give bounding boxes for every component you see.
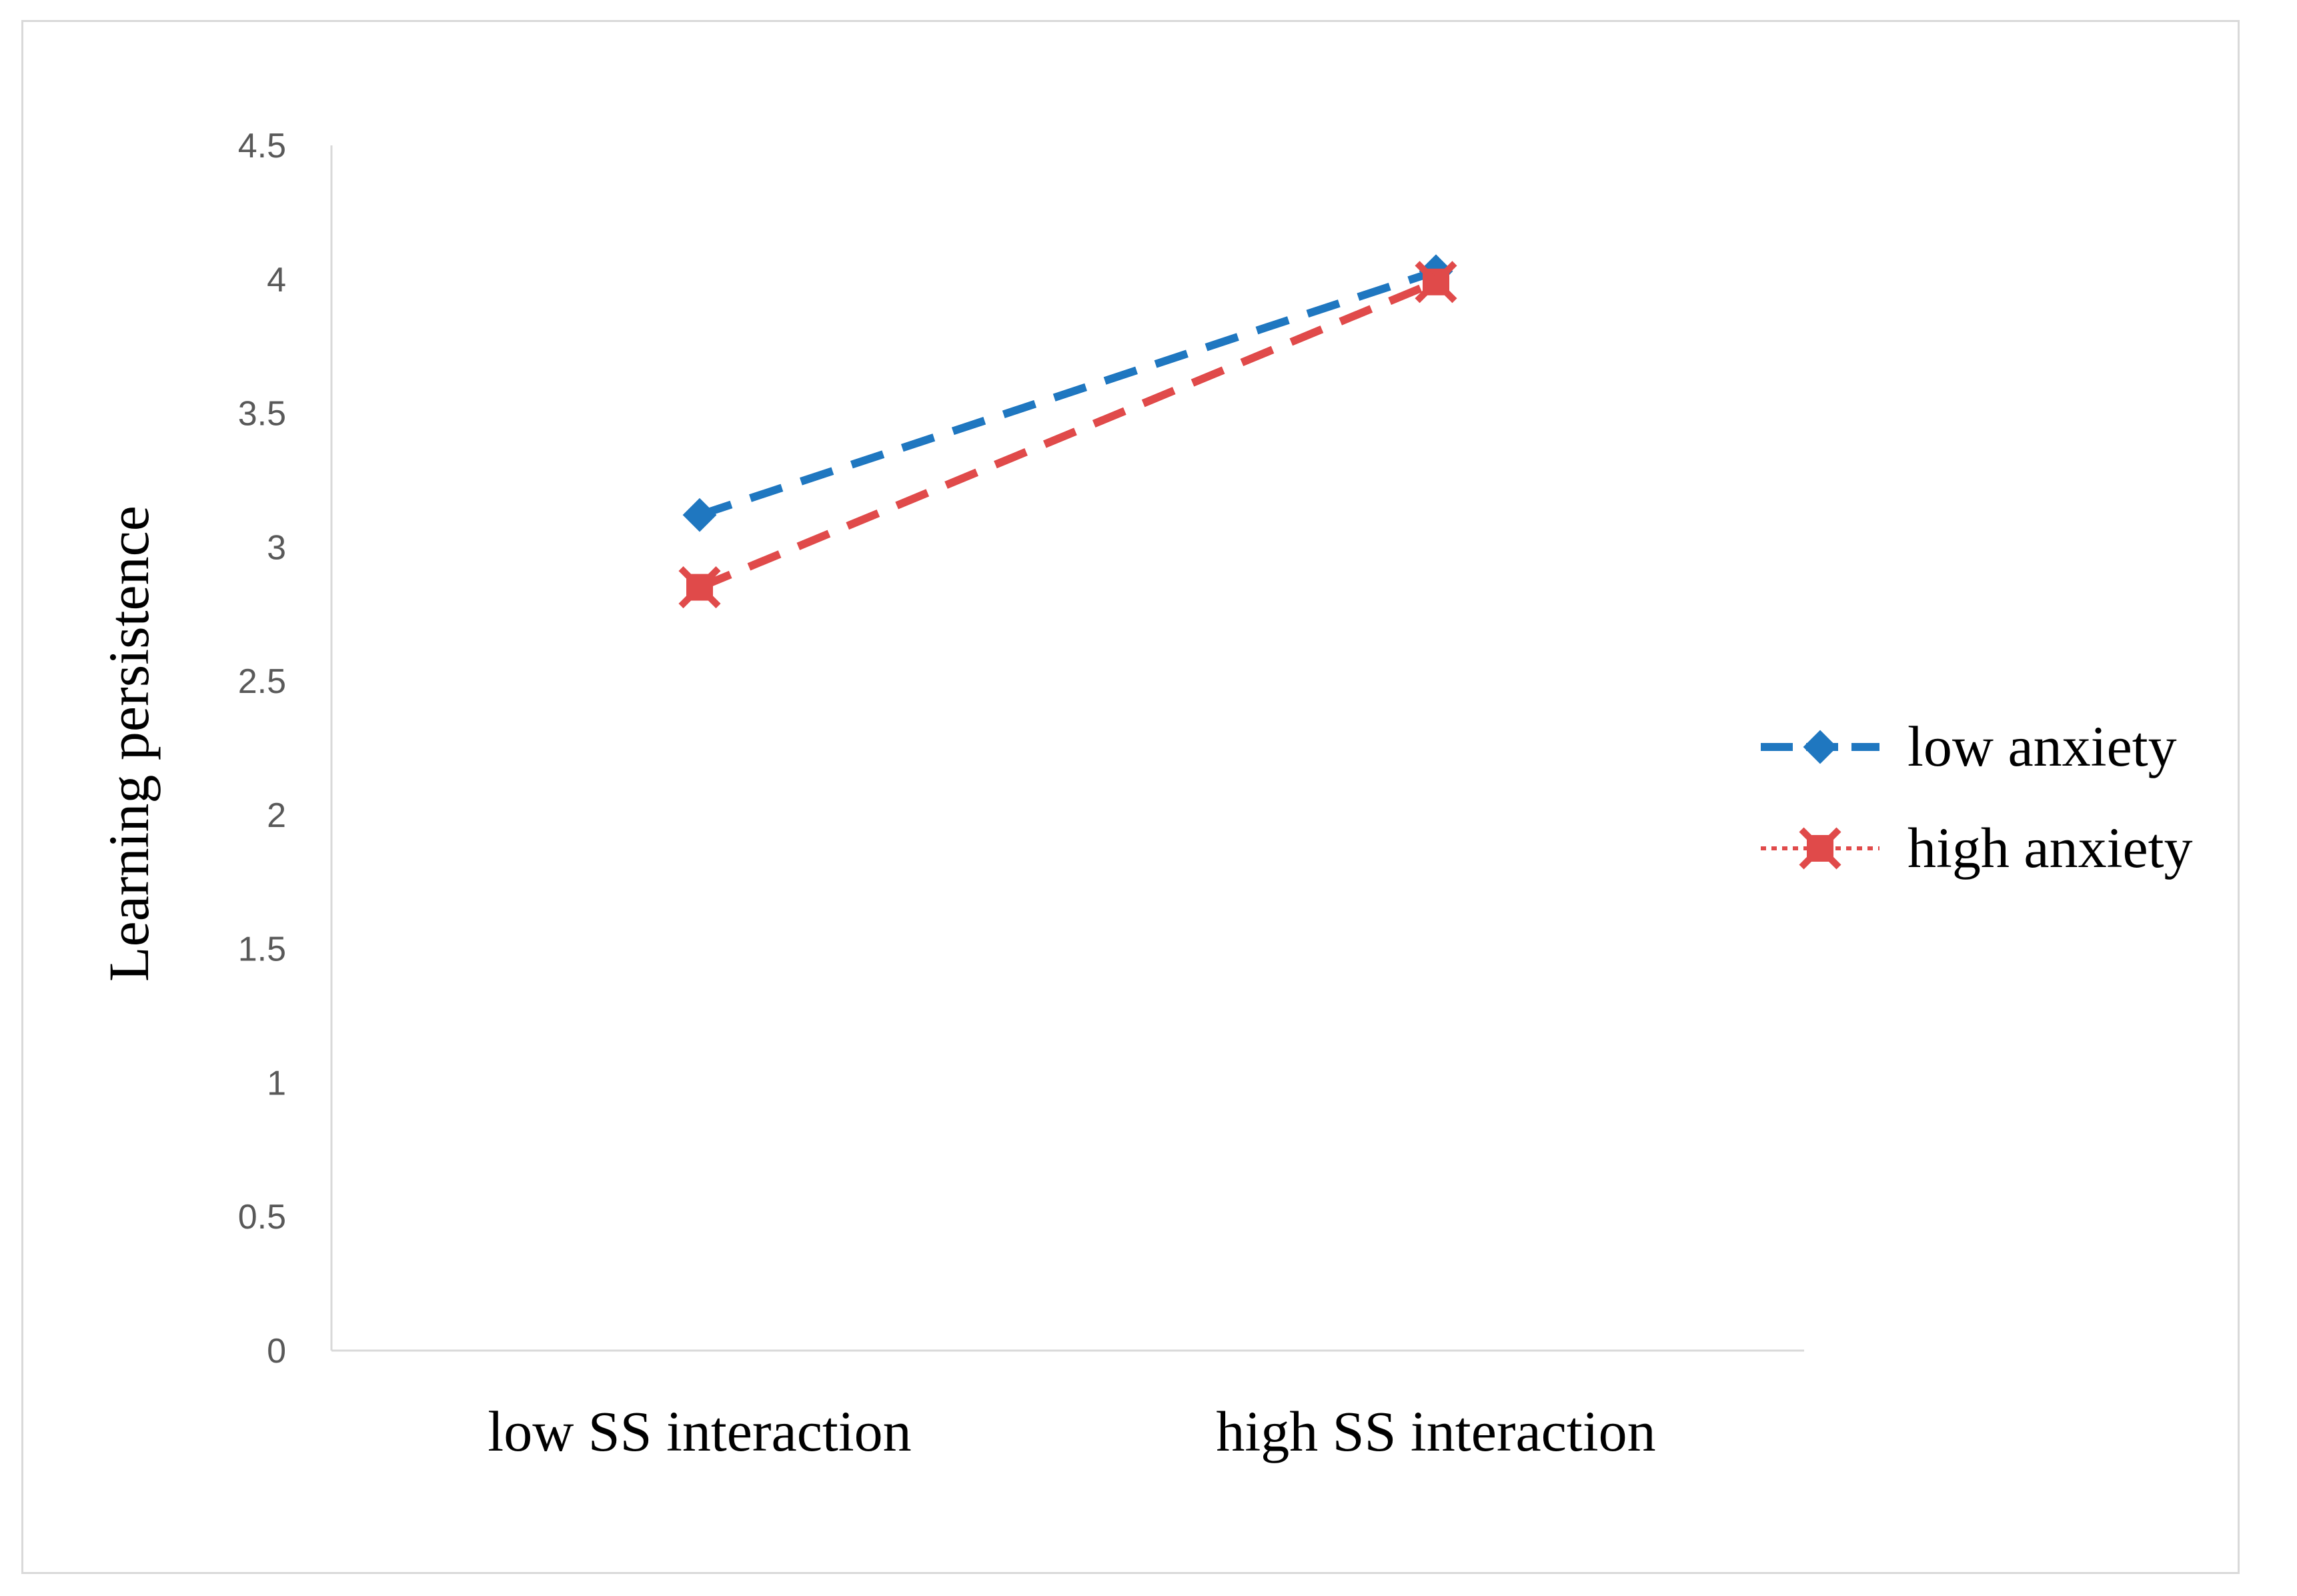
x-axis: low SS interaction high SS interaction bbox=[331, 1349, 1804, 1463]
legend-marker-1 bbox=[1799, 827, 1841, 870]
data-point-series-0 bbox=[682, 498, 717, 532]
y-tick-label: 2.5 bbox=[238, 662, 286, 701]
y-axis: 0 0.5 1 1.5 2 2.5 3 3.5 4 4.5 bbox=[238, 127, 333, 1371]
data-point-series-1 bbox=[1415, 261, 1457, 303]
y-axis-title: Learning persistence bbox=[97, 506, 161, 982]
y-tick-label: 1 bbox=[267, 1064, 286, 1102]
y-tick-label: 2 bbox=[267, 796, 286, 835]
x-category-label: low SS interaction bbox=[488, 1399, 911, 1463]
y-tick-label: 4.5 bbox=[238, 127, 286, 165]
series-line-1 bbox=[698, 278, 1438, 592]
y-tick-label: 0 bbox=[267, 1332, 286, 1371]
legend-marker-0 bbox=[1803, 730, 1837, 764]
series-line-0 bbox=[698, 267, 1437, 519]
y-tick-label: 3 bbox=[267, 528, 286, 567]
chart-frame bbox=[21, 20, 2240, 1574]
y-tick-label: 3.5 bbox=[238, 395, 286, 434]
series-layer bbox=[678, 254, 1457, 609]
data-point-series-1 bbox=[678, 566, 721, 609]
y-tick-label: 4 bbox=[267, 261, 286, 299]
legend: low anxiety high anxiety bbox=[1761, 714, 2193, 880]
y-tick-label: 1.5 bbox=[238, 930, 286, 969]
x-category-label: high SS interaction bbox=[1216, 1399, 1655, 1463]
legend-label: low anxiety bbox=[1907, 714, 2177, 778]
y-tick-label: 0.5 bbox=[238, 1198, 286, 1237]
legend-label: high anxiety bbox=[1907, 816, 2193, 880]
